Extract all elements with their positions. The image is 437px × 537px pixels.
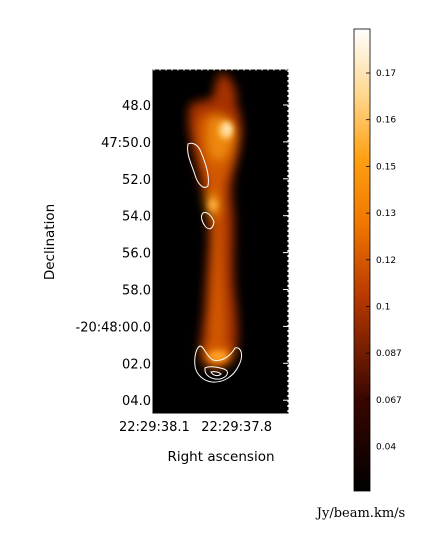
y-axis-ticks: 48.0 47:50.0 52.0 54.0 56.0 58.0 -20:48:00.0 02…: [76, 99, 288, 409]
x-tick-label-0: 22:29:38.1: [119, 420, 190, 435]
colorbar-tick-label: 0.1: [376, 303, 390, 313]
colorbar-tick-label: 0.12: [376, 256, 396, 266]
y-tick-label: 04.0: [122, 394, 151, 409]
y-tick-label: 54.0: [122, 210, 151, 225]
y-tick-label: -20:48:00.0: [76, 320, 151, 335]
colorbar-tick-label: 0.13: [376, 209, 396, 219]
contour-bottom-outer: [194, 345, 243, 383]
image-panel: [152, 69, 289, 414]
y-tick-label: 48.0: [122, 99, 151, 114]
y-tick-label: 02.0: [122, 357, 151, 372]
y-tick-label: 56.0: [122, 247, 151, 262]
colorbar-tick-label: 0.16: [376, 116, 396, 126]
colorbar-tick-label: 0.17: [376, 69, 396, 79]
colorbar: 0.17 0.16 0.15 0.13 0.12 0.1 0.087 0.067 0.04 Jy…: [315, 28, 405, 521]
colorbar-ticks: 0.17 0.16 0.15 0.13 0.12 0.1 0.087 0.067 0.04: [366, 69, 402, 453]
contour-left-upper: [187, 142, 209, 188]
contour-left-middle: [201, 212, 215, 230]
x-axis: 22:29:38.1 22:29:37.8 Right ascension: [119, 420, 275, 465]
y-axis-title: Declination: [42, 204, 58, 280]
emission-map: [188, 72, 242, 369]
y-tick-label: 52.0: [122, 173, 151, 188]
contour-bottom-inner: [204, 366, 228, 380]
y-axis: 48.0 47:50.0 52.0 54.0 56.0 58.0 -20:48:00.0 02…: [42, 99, 288, 409]
y-tick-label: 58.0: [122, 284, 151, 299]
colorbar-units-label: Jy/beam.km/s: [315, 506, 405, 521]
contours: [187, 142, 243, 383]
contour-bottom-core: [210, 371, 222, 377]
colorbar-tick-label: 0.067: [376, 396, 402, 406]
colorbar-tick-label: 0.15: [376, 162, 396, 172]
x-axis-title: Right ascension: [167, 449, 274, 465]
y-tick-label: 47:50.0: [101, 136, 151, 151]
emission-peaks: [208, 121, 233, 362]
colorbar-tick-label: 0.087: [376, 349, 402, 359]
x-tick-label-1: 22:29:37.8: [201, 420, 272, 435]
colorbar-tick-label: 0.04: [376, 443, 396, 453]
